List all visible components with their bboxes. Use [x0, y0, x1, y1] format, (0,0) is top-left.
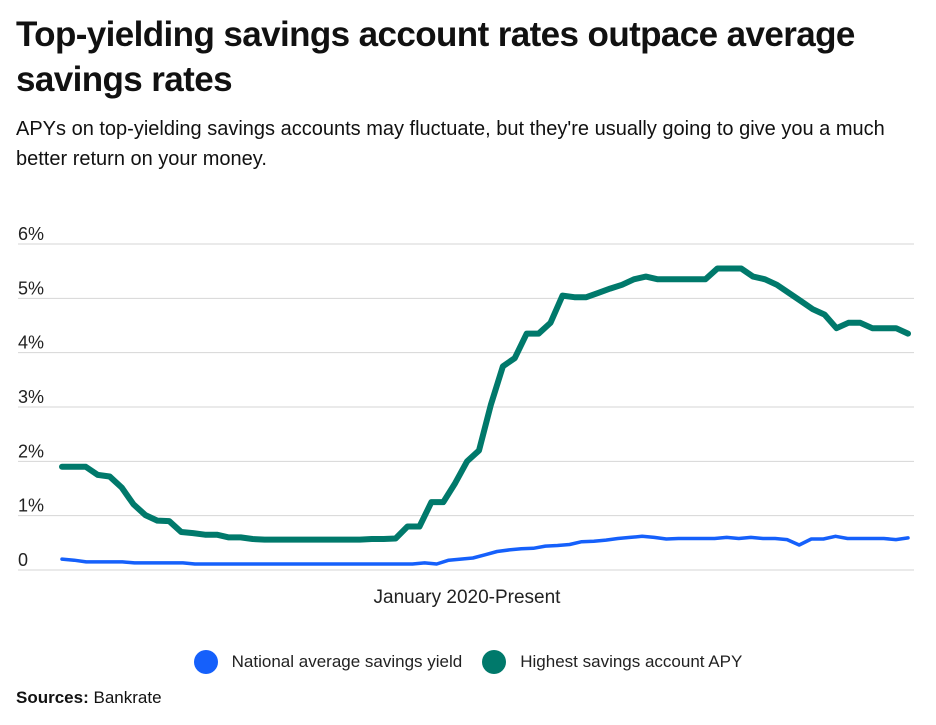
y-tick-label: 3% [18, 387, 44, 407]
legend-label-highest-apy: Highest savings account APY [520, 652, 743, 671]
legend-swatch-national-average [193, 650, 218, 674]
series-lines [59, 265, 911, 566]
y-tick-label: 2% [18, 441, 44, 461]
gridlines [18, 243, 914, 571]
y-tick-label: 6% [18, 224, 44, 244]
y-tick-label: 5% [18, 278, 44, 298]
y-tick-label: 0 [18, 550, 28, 570]
sources-note: Sources: Bankrate [16, 688, 162, 708]
chart-subtitle: APYs on top-yielding savings accounts ma… [16, 118, 885, 170]
x-axis-label: January 2020-Present [374, 587, 562, 608]
sources-value: Bankrate [93, 688, 162, 707]
y-tick-label: 1% [18, 496, 44, 516]
legend-label-national-average: National average savings yield [231, 652, 463, 671]
legend: National average savings yield Highest s… [0, 650, 936, 674]
sources-label: Sources: [16, 688, 89, 707]
line-chart: 0 1% 2% 3% 4% 5% 6% January 2020-Present [18, 224, 914, 608]
y-axis-ticks: 0 1% 2% 3% 4% 5% 6% [18, 224, 44, 570]
y-tick-label: 4% [18, 333, 44, 353]
series-line-national-average [60, 534, 910, 566]
chart-title: Top-yielding savings account rates outpa… [16, 15, 855, 99]
legend-item-national-average: National average savings yield [193, 650, 463, 674]
legend-swatch-highest-apy [482, 650, 507, 674]
legend-item-highest-apy: Highest savings account APY [482, 650, 742, 674]
series-line-highest-apy [59, 265, 911, 543]
